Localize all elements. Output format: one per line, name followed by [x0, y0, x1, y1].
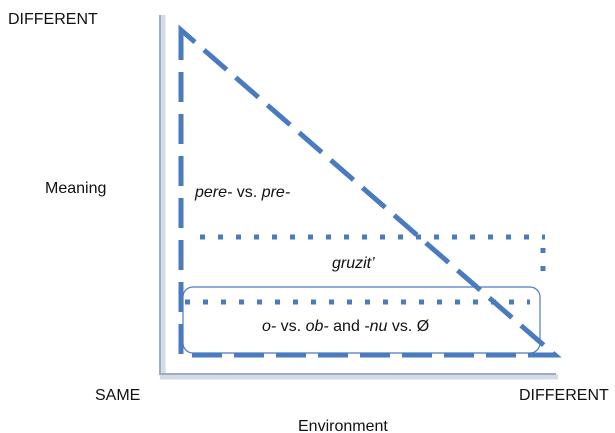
x-axis-label: Environment — [298, 418, 388, 433]
label-part: vs. — [276, 318, 305, 335]
dotted-region — [185, 234, 546, 305]
region-label: gruzit’ — [332, 255, 375, 272]
label-part: ob- — [306, 318, 329, 335]
label-part: pere- — [194, 184, 232, 201]
label-part: gruzit’ — [332, 255, 375, 272]
label-part: and — [329, 318, 365, 335]
label-part: vs. Ø — [387, 318, 429, 335]
solid-region — [182, 286, 541, 354]
origin-label: SAME — [95, 387, 140, 404]
dashed-triangle — [178, 24, 562, 358]
label-part: o- — [262, 318, 276, 335]
region-label: pere- vs. pre- — [194, 184, 290, 201]
region-label: o- vs. ob- and -nu vs. Ø — [262, 318, 429, 335]
y-top-label: DIFFERENT — [8, 11, 98, 28]
label-part: pre- — [261, 184, 290, 201]
label-part: -nu — [364, 318, 387, 335]
axes — [159, 15, 558, 380]
x-right-label: DIFFERENT — [519, 387, 609, 404]
y-axis-label: Meaning — [45, 180, 106, 197]
label-part: vs. — [232, 184, 261, 201]
